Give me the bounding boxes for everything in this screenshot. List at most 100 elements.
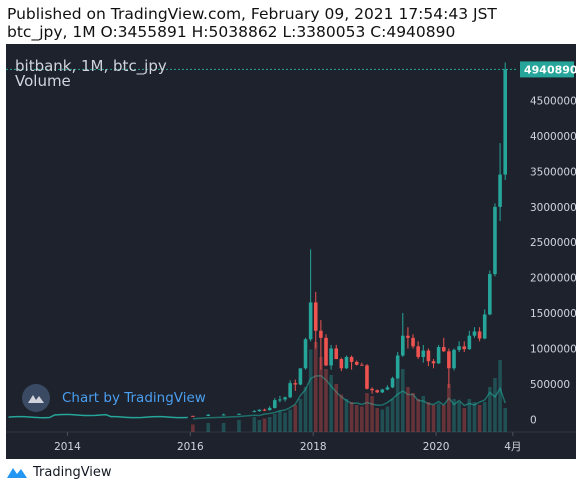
volume-bar [406,387,410,432]
y-tick-label: 3000000 [530,202,576,214]
volume-bar [488,387,492,432]
footer-text: TradingView [33,464,112,480]
candle-body [477,331,482,339]
tradingview-logo-icon [22,384,50,412]
candle-body [329,348,333,366]
candle-body [221,414,226,416]
volume-bar [360,406,364,432]
y-tick-label: 4500000 [530,96,576,108]
y-tick-label: 1000000 [530,343,576,355]
candle-body [370,388,374,391]
volume-bar [411,393,415,432]
volume-bar [416,399,420,432]
watermark-text[interactable]: Chart by TradingView [62,390,206,406]
footer-brand[interactable]: TradingView [6,462,112,482]
volume-bar [365,393,369,432]
volume-bar [344,399,349,432]
volume-bar [278,411,282,432]
candle-body [308,302,313,340]
volume-legend[interactable]: Volume [15,72,71,90]
volume-bar [370,396,374,432]
volume-bar [257,420,262,432]
candle-body [406,335,410,338]
y-tick-label: 2000000 [530,273,576,285]
volume-bar [288,409,292,432]
candle-body [401,335,405,356]
candle-body [390,378,395,388]
volume-bar [221,423,226,432]
x-tick-label: 2018 [300,441,327,453]
volume-bar [462,408,467,432]
volume-bar [472,402,477,432]
candle-body [313,302,318,331]
candle-body [303,339,308,369]
published-caption: Published on TradingView.com, February 0… [7,5,497,23]
candle-body [503,69,507,175]
volume-bar [421,396,426,432]
volume-bars [191,342,507,432]
x-tick-label: 2014 [54,441,81,453]
x-tick-label: 2016 [177,441,204,453]
candle-body [339,359,344,369]
y-tick-label: 2500000 [530,237,576,249]
candle-body [278,399,282,401]
candle-body [375,390,379,393]
symbol-legend[interactable]: bitbank, 1M, btc_jpy [15,57,167,75]
chart-panel[interactable]: 4940890 0 500000 1000000 1500000 2000000 25000… [6,44,576,459]
volume-bar [339,394,344,432]
grid [6,44,576,459]
candle-body [467,335,472,350]
candle-body [385,387,390,390]
candle-body [262,409,267,411]
volume-bar [273,414,277,432]
candle-body [324,337,328,366]
candle-body [319,330,323,338]
candle-body [191,415,195,417]
price-chart[interactable]: 4940890 0 500000 1000000 1500000 2000000 25000… [6,44,576,459]
candle-body [206,414,211,416]
last-price-label: 4940890 [524,63,576,76]
volume-bar [267,417,272,432]
ohlc-caption: btc_jpy, 1M O:3455891 H:5038862 L:338005… [7,23,456,41]
volume-bar [334,384,339,432]
y-tick-label: 1500000 [530,308,576,320]
volume-bar [426,402,431,432]
candle-body [237,413,241,415]
volume-bar [436,403,441,432]
candle-body [452,349,456,369]
x-tick-label: 4月 [504,441,521,453]
volume-bar [308,349,313,432]
last-price-label-bg [520,61,574,78]
volume-bar [329,375,333,432]
y-tick-label: 3500000 [530,166,576,178]
volume-bar [206,423,211,432]
candle-body [482,314,487,339]
candle-body [354,361,359,365]
y-tick-label: 0 [530,414,537,426]
y-tick-label: 500000 [530,379,570,391]
volume-bar [349,402,354,432]
candle-body [283,397,287,400]
tradingview-watermark[interactable]: Chart by TradingView [22,383,206,413]
candle-body [298,368,303,385]
volume-ma-line [192,374,506,420]
candle-body [462,346,467,350]
volume-bar [262,418,267,432]
volume-bar [385,406,390,432]
volume-bar [237,420,241,432]
volume-bar [324,369,328,432]
volume-bar [354,405,359,432]
volume-bar [303,387,308,432]
axes: 4940890 0 500000 1000000 1500000 2000000 25000… [6,61,576,453]
volume-bar [452,399,456,432]
candle-body [288,383,292,398]
early-price-line-path [8,413,188,419]
candles [191,62,507,417]
candle-body [257,409,262,412]
candle-body [457,346,461,350]
volume-bar [283,412,287,432]
volume-bar [431,405,436,432]
price-axis-panel [518,44,576,459]
candle-body [411,337,415,347]
candle-body [365,365,369,389]
